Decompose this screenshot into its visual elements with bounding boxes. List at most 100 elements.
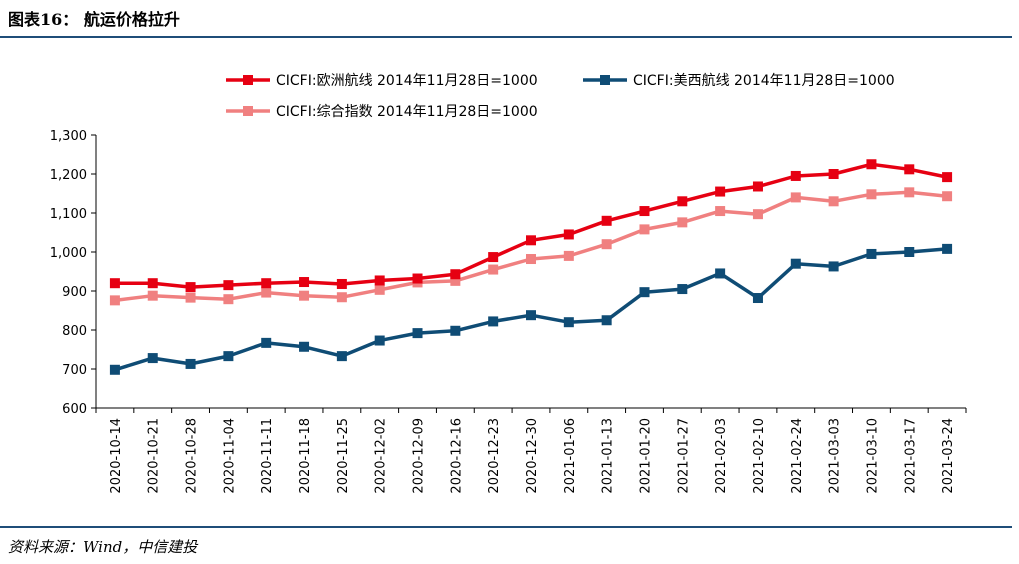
y-tick-label: 900 (62, 285, 87, 300)
data-point (526, 310, 536, 321)
x-tick-label: 2021-01-13 (601, 418, 616, 494)
x-tick-label: 2021-03-17 (903, 418, 918, 494)
x-tick-label: 2020-12-16 (449, 418, 464, 494)
x-tick-label: 2020-11-18 (298, 418, 313, 494)
data-point (299, 341, 310, 352)
data-point (336, 278, 347, 289)
data-point (526, 254, 536, 265)
data-point (526, 235, 536, 246)
legend-swatch-marker (243, 75, 253, 85)
data-point (299, 290, 310, 301)
x-tick-label: 2020-12-23 (487, 418, 502, 494)
x-tick-label: 2020-11-25 (336, 418, 351, 494)
data-point (563, 317, 574, 328)
y-tick-label: 600 (62, 402, 87, 417)
series-line (114, 162, 948, 289)
data-point (563, 250, 574, 261)
data-point (223, 351, 234, 362)
data-point (942, 172, 953, 183)
figure-title: 图表16： 航运价格拉升 (8, 10, 180, 29)
legend-swatch-marker (243, 106, 253, 116)
data-point (715, 186, 726, 197)
legend-label: CICFI:综合指数 2014年11月28日=1000 (276, 104, 538, 120)
legend-label: CICFI:美西航线 2014年11月28日=1000 (633, 73, 895, 89)
x-tick-label: 2020-12-30 (525, 418, 540, 494)
x-tick-label: 2020-11-11 (260, 418, 275, 494)
x-tick-label: 2020-12-02 (374, 418, 389, 494)
data-point (639, 224, 650, 235)
data-point (752, 209, 763, 220)
data-point (639, 287, 650, 298)
footer-rule (0, 526, 1012, 528)
x-tick-label: 2020-11-04 (222, 418, 237, 494)
x-tick-label: 2020-12-09 (412, 418, 427, 494)
y-tick-label: 1,200 (50, 168, 87, 183)
x-tick-label: 2020-10-14 (109, 418, 124, 494)
x-tick-label: 2021-02-24 (790, 418, 805, 494)
data-point (904, 164, 915, 175)
data-point (488, 316, 499, 327)
data-point (866, 189, 877, 200)
data-point (412, 273, 423, 284)
data-point (942, 243, 953, 254)
data-point (715, 206, 726, 217)
data-point (185, 292, 196, 303)
data-point (336, 351, 347, 362)
data-point (488, 252, 499, 263)
data-point (752, 293, 763, 304)
x-tick-label: 2020-10-21 (147, 418, 162, 494)
data-point (488, 264, 499, 275)
x-tick-label: 2021-02-10 (752, 418, 767, 494)
y-tick-label: 1,100 (50, 207, 87, 222)
data-point (374, 275, 385, 286)
x-tick-label: 2020-10-28 (185, 418, 200, 494)
data-point (790, 258, 801, 269)
data-point (828, 261, 839, 272)
data-point (866, 248, 877, 259)
data-point (261, 287, 272, 298)
data-point (677, 196, 688, 207)
data-point (223, 280, 234, 291)
data-point (601, 239, 612, 250)
data-point (109, 295, 120, 306)
data-point (412, 328, 423, 339)
data-point (904, 187, 915, 198)
x-tick-label: 2021-03-10 (865, 418, 880, 494)
data-point (677, 217, 688, 228)
data-point (450, 325, 461, 336)
data-point (790, 170, 801, 181)
data-point (223, 294, 234, 305)
data-point (715, 268, 726, 279)
data-point (374, 284, 385, 295)
data-point (147, 290, 158, 301)
data-point (299, 277, 310, 288)
source-note: 资料来源：Wind，中信建投 (8, 538, 198, 556)
data-point (942, 191, 953, 202)
x-tick-label: 2021-03-03 (828, 418, 843, 494)
data-point (752, 181, 763, 192)
data-point (639, 206, 650, 217)
data-point (601, 315, 612, 326)
data-point (828, 196, 839, 207)
data-point (828, 169, 839, 179)
data-point (677, 284, 688, 295)
legend-label: CICFI:欧洲航线 2014年11月28日=1000 (276, 73, 538, 89)
data-point (450, 275, 461, 286)
data-point (563, 229, 574, 240)
x-tick-label: 2021-02-03 (714, 418, 729, 494)
data-point (601, 215, 612, 226)
data-point (450, 269, 461, 280)
data-point (185, 358, 196, 369)
data-point (790, 192, 801, 203)
data-point (185, 282, 196, 293)
y-tick-label: 800 (62, 324, 87, 339)
data-point (109, 364, 120, 375)
data-point (336, 292, 347, 303)
y-tick-label: 1,300 (50, 129, 87, 144)
data-point (261, 337, 272, 348)
data-point (261, 278, 272, 289)
y-tick-label: 700 (62, 363, 87, 378)
x-tick-label: 2021-01-27 (676, 418, 691, 494)
